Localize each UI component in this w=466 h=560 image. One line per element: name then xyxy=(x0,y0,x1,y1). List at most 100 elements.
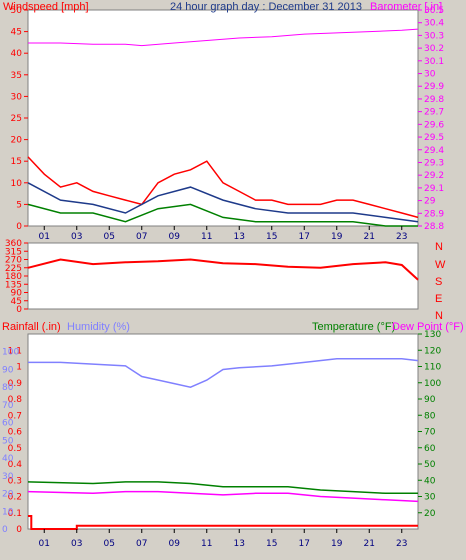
temp-x-tick-label: 19 xyxy=(331,539,343,549)
rain-y-tick-label: 1.1 xyxy=(8,346,22,356)
temperature-axis-label: Temperature (°F) xyxy=(312,321,395,333)
rain-y-tick-label: 0.3 xyxy=(8,476,22,486)
wind-y-tick-label: 20 xyxy=(11,136,23,146)
barometer-y-tick-label: 29.5 xyxy=(424,133,444,143)
series-wind-direction-line xyxy=(27,258,419,281)
barometer-y-tick-label: 28.9 xyxy=(424,209,444,219)
wind-x-tick-label: 21 xyxy=(364,232,375,242)
wind-y-tick-label: 40 xyxy=(11,49,23,59)
temp-y-tick-label: 30 xyxy=(424,493,436,503)
barometer-y-tick-label: 30.1 xyxy=(424,57,444,67)
wind-y-tick-label: 35 xyxy=(11,71,22,81)
temp-y-tick-label: 110 xyxy=(424,363,441,373)
wind-y-tick-label: 15 xyxy=(11,157,22,167)
barometer-y-tick-label: 30.4 xyxy=(424,19,444,29)
rain-y-tick-label: 0 xyxy=(16,525,22,535)
direction-y-tick-label: 135 xyxy=(5,280,22,290)
temp-x-tick-label: 21 xyxy=(364,539,375,549)
rain-y-tick-label: 0.5 xyxy=(8,444,22,454)
temp-x-tick-label: 07 xyxy=(136,539,147,549)
wind-y-tick-label: 0 xyxy=(16,222,22,232)
temp-x-tick-label: 03 xyxy=(71,539,82,549)
wind-x-tick-label: 09 xyxy=(169,232,181,242)
barometer-y-tick-label: 29.9 xyxy=(424,82,444,92)
rain-y-tick-label: 0.4 xyxy=(8,460,23,470)
direction-y-tick-label: 225 xyxy=(5,264,22,274)
humidity-y-tick-label: 100 xyxy=(2,348,19,358)
temp-y-tick-label: 20 xyxy=(424,509,436,519)
humidity-y-tick-label: 60 xyxy=(2,419,14,429)
temp-y-tick-label: 80 xyxy=(424,411,436,421)
temp-y-tick-label: 90 xyxy=(424,395,436,405)
humidity-axis-label: Humidity (%) xyxy=(67,321,130,333)
direction-y-tick-label: 315 xyxy=(5,247,22,257)
rain-y-tick-label: 0.2 xyxy=(8,493,22,503)
barometer-y-tick-label: 29 xyxy=(424,197,436,207)
barometer-y-tick-label: 30.3 xyxy=(424,31,444,41)
wind-y-tick-label: 10 xyxy=(11,179,23,189)
dewpoint-axis-label: Dew Point (°F) xyxy=(392,321,464,333)
cardinal-e: E xyxy=(435,293,442,305)
temp-x-tick-label: 23 xyxy=(396,539,407,549)
series-dew-point-line xyxy=(27,490,419,503)
wind-y-tick-label: 5 xyxy=(16,200,22,210)
barometer-y-tick-label: 29.8 xyxy=(424,95,444,105)
wind-panel xyxy=(27,9,419,227)
temp-x-tick-label: 01 xyxy=(39,539,50,549)
direction-y-tick-label: 45 xyxy=(11,297,22,307)
barometer-axis-label: Barometer [.in] xyxy=(370,1,442,13)
rain-y-tick-label: 0.8 xyxy=(8,395,23,405)
wind-y-tick-label: 50 xyxy=(11,6,23,16)
humidity-y-tick-label: 30 xyxy=(2,472,14,482)
rain-y-tick-label: 0.9 xyxy=(8,379,23,389)
barometer-y-tick-label: 28.8 xyxy=(424,222,444,232)
barometer-y-tick-label: 29.4 xyxy=(424,146,444,156)
barometer-y-tick-label: 29.3 xyxy=(424,158,444,168)
wind-x-tick-label: 15 xyxy=(266,232,277,242)
wind-x-tick-label: 13 xyxy=(234,232,245,242)
humidity-y-tick-label: 80 xyxy=(2,383,14,393)
barometer-y-tick-label: 30.5 xyxy=(424,6,444,16)
direction-y-tick-label: 0 xyxy=(16,305,22,315)
wind-x-tick-label: 23 xyxy=(396,232,407,242)
series-temperature-line xyxy=(27,481,418,495)
wind-x-tick-label: 07 xyxy=(136,232,147,242)
temp-y-tick-label: 130 xyxy=(424,330,441,340)
direction-y-tick-label: 180 xyxy=(5,272,22,282)
barometer-y-tick-label: 30.2 xyxy=(424,44,444,54)
temp-x-tick-label: 13 xyxy=(234,539,245,549)
temp-y-tick-label: 40 xyxy=(424,476,436,486)
wind-x-tick-label: 17 xyxy=(299,232,310,242)
series-gust-line xyxy=(27,203,418,227)
cardinal-n-top: N xyxy=(435,241,443,253)
temp-y-tick-label: 70 xyxy=(424,428,436,438)
temp-y-tick-label: 50 xyxy=(424,460,436,470)
barometer-y-tick-label: 29.6 xyxy=(424,120,444,130)
wind-x-tick-label: 19 xyxy=(331,232,343,242)
series-barometer-line xyxy=(28,28,419,47)
temp-y-tick-label: 60 xyxy=(424,444,436,454)
humidity-y-tick-label: 10 xyxy=(2,507,14,517)
barometer-y-tick-label: 30 xyxy=(424,70,436,80)
temp-x-tick-label: 15 xyxy=(266,539,277,549)
wind-y-tick-label: 45 xyxy=(11,28,22,38)
series-rainfall-line xyxy=(28,515,418,530)
series-average-line xyxy=(27,182,419,223)
humidity-y-tick-label: 0 xyxy=(2,525,8,535)
humidity-y-tick-label: 70 xyxy=(2,401,14,411)
wind-y-tick-label: 30 xyxy=(11,92,23,102)
rain-y-tick-label: 0.6 xyxy=(8,428,23,438)
barometer-y-tick-label: 29.1 xyxy=(424,184,444,194)
temp-x-tick-label: 11 xyxy=(201,539,212,549)
temp-y-tick-label: 100 xyxy=(424,379,441,389)
direction-y-tick-label: 90 xyxy=(11,289,23,299)
wind-x-tick-label: 03 xyxy=(71,232,82,242)
graph-title: 24 hour graph day : December 31 2013 xyxy=(170,1,362,13)
temp-y-tick-label: 120 xyxy=(424,346,441,356)
series-windspeed-line xyxy=(27,156,419,219)
temperature-panel xyxy=(27,333,419,530)
wind-x-tick-label: 11 xyxy=(201,232,212,242)
direction-panel xyxy=(27,242,419,310)
